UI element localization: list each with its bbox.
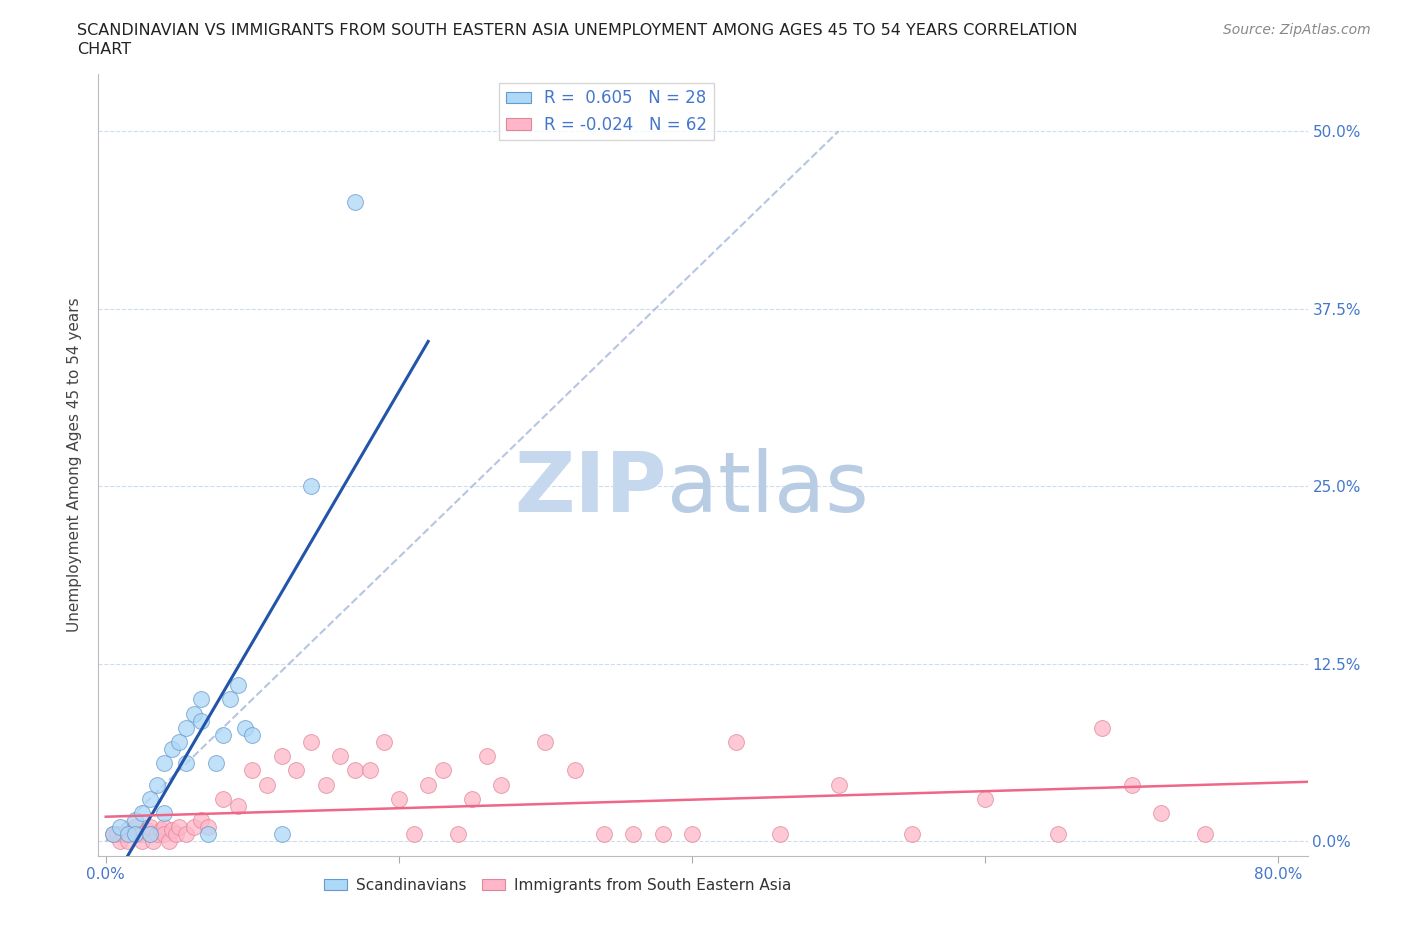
Point [534, 735, 557, 750]
Point [131, 805, 153, 820]
Point [901, 827, 924, 842]
Point [240, 763, 263, 777]
Point [150, 823, 173, 838]
Point [176, 827, 198, 842]
Point [176, 756, 198, 771]
Text: ZIP: ZIP [515, 448, 666, 529]
Text: atlas: atlas [666, 448, 869, 529]
Point [299, 735, 322, 750]
Point [121, 823, 143, 838]
Point [190, 692, 212, 707]
Point [974, 791, 997, 806]
Point [135, 823, 157, 838]
Point [564, 763, 586, 777]
Point [160, 823, 183, 838]
Point [153, 805, 176, 820]
Point [131, 827, 153, 842]
Point [160, 741, 183, 756]
Point [1047, 827, 1070, 842]
Point [402, 827, 425, 842]
Point [117, 827, 139, 842]
Point [446, 827, 468, 842]
Point [183, 819, 205, 834]
Point [157, 834, 180, 849]
Point [212, 791, 235, 806]
Point [475, 749, 498, 764]
Point [1150, 805, 1173, 820]
Legend: Scandinavians, Immigrants from South Eastern Asia: Scandinavians, Immigrants from South Eas… [318, 871, 797, 898]
Point [270, 749, 292, 764]
Point [167, 819, 190, 834]
Point [167, 735, 190, 750]
Point [329, 749, 352, 764]
Point [233, 721, 256, 736]
Point [373, 735, 395, 750]
Y-axis label: Unemployment Among Ages 45 to 54 years: Unemployment Among Ages 45 to 54 years [67, 298, 83, 632]
Point [142, 834, 165, 849]
Point [112, 827, 135, 842]
Point [285, 763, 308, 777]
Point [226, 678, 249, 693]
Point [343, 763, 366, 777]
Point [256, 777, 278, 792]
Point [418, 777, 440, 792]
Point [124, 827, 146, 842]
Point [226, 799, 249, 814]
Point [724, 735, 747, 750]
Point [388, 791, 411, 806]
Point [343, 194, 366, 209]
Point [146, 827, 169, 842]
Point [138, 827, 160, 842]
Point [127, 827, 149, 842]
Point [117, 834, 139, 849]
Point [153, 827, 176, 842]
Point [107, 827, 129, 842]
Point [138, 827, 160, 842]
Point [593, 827, 616, 842]
Point [769, 827, 792, 842]
Point [240, 727, 263, 742]
Point [153, 819, 176, 834]
Point [212, 727, 235, 742]
Point [197, 827, 219, 842]
Point [101, 827, 124, 842]
Text: CHART: CHART [77, 42, 131, 57]
Point [299, 479, 322, 494]
Point [131, 834, 153, 849]
Point [270, 827, 292, 842]
Point [138, 791, 160, 806]
Point [432, 763, 454, 777]
Point [219, 692, 242, 707]
Point [138, 819, 160, 834]
Point [153, 756, 176, 771]
Point [651, 827, 673, 842]
Point [197, 819, 219, 834]
Point [190, 713, 212, 728]
Point [1091, 721, 1114, 736]
Point [110, 819, 132, 834]
Point [124, 819, 146, 834]
Point [621, 827, 644, 842]
Point [190, 813, 212, 828]
Point [315, 777, 337, 792]
Point [110, 834, 132, 849]
Point [165, 827, 187, 842]
Point [183, 706, 205, 721]
Point [681, 827, 703, 842]
Point [146, 777, 169, 792]
Point [491, 777, 513, 792]
Text: Source: ZipAtlas.com: Source: ZipAtlas.com [1223, 23, 1371, 37]
Point [204, 756, 226, 771]
Point [461, 791, 484, 806]
Point [359, 763, 381, 777]
Point [101, 827, 124, 842]
Point [176, 721, 198, 736]
Point [827, 777, 849, 792]
Text: SCANDINAVIAN VS IMMIGRANTS FROM SOUTH EASTERN ASIA UNEMPLOYMENT AMONG AGES 45 TO: SCANDINAVIAN VS IMMIGRANTS FROM SOUTH EA… [77, 23, 1078, 38]
Point [1194, 827, 1216, 842]
Point [1121, 777, 1143, 792]
Point [124, 813, 146, 828]
